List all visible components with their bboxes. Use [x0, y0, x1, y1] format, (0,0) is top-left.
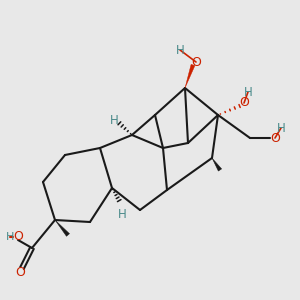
Polygon shape [212, 158, 222, 171]
Text: H: H [6, 232, 14, 242]
Text: O: O [191, 56, 201, 68]
Text: H: H [110, 113, 118, 127]
Text: O: O [13, 230, 23, 244]
Text: O: O [239, 97, 249, 110]
Text: H: H [176, 44, 184, 56]
Text: H: H [244, 85, 252, 98]
Text: H: H [277, 122, 285, 134]
Polygon shape [185, 64, 195, 88]
Text: O: O [270, 131, 280, 145]
Polygon shape [55, 220, 70, 236]
Text: H: H [118, 208, 126, 221]
Text: O: O [15, 266, 25, 280]
